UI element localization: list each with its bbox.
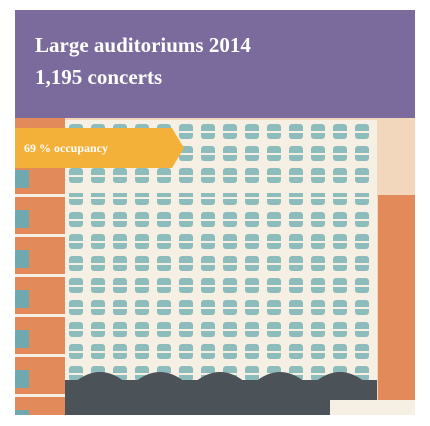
header-band: [15, 10, 415, 118]
ground-arches: [65, 380, 377, 415]
arches: [75, 372, 365, 382]
badge: [15, 128, 184, 168]
fence: [330, 400, 415, 415]
badge-label: 69 % occupancy: [24, 141, 108, 155]
subtitle: 1,195 concerts: [35, 65, 162, 89]
right-wing: [378, 195, 415, 415]
cornice: [65, 185, 377, 193]
title: Large auditoriums 2014: [35, 33, 251, 57]
facade: [65, 120, 377, 415]
